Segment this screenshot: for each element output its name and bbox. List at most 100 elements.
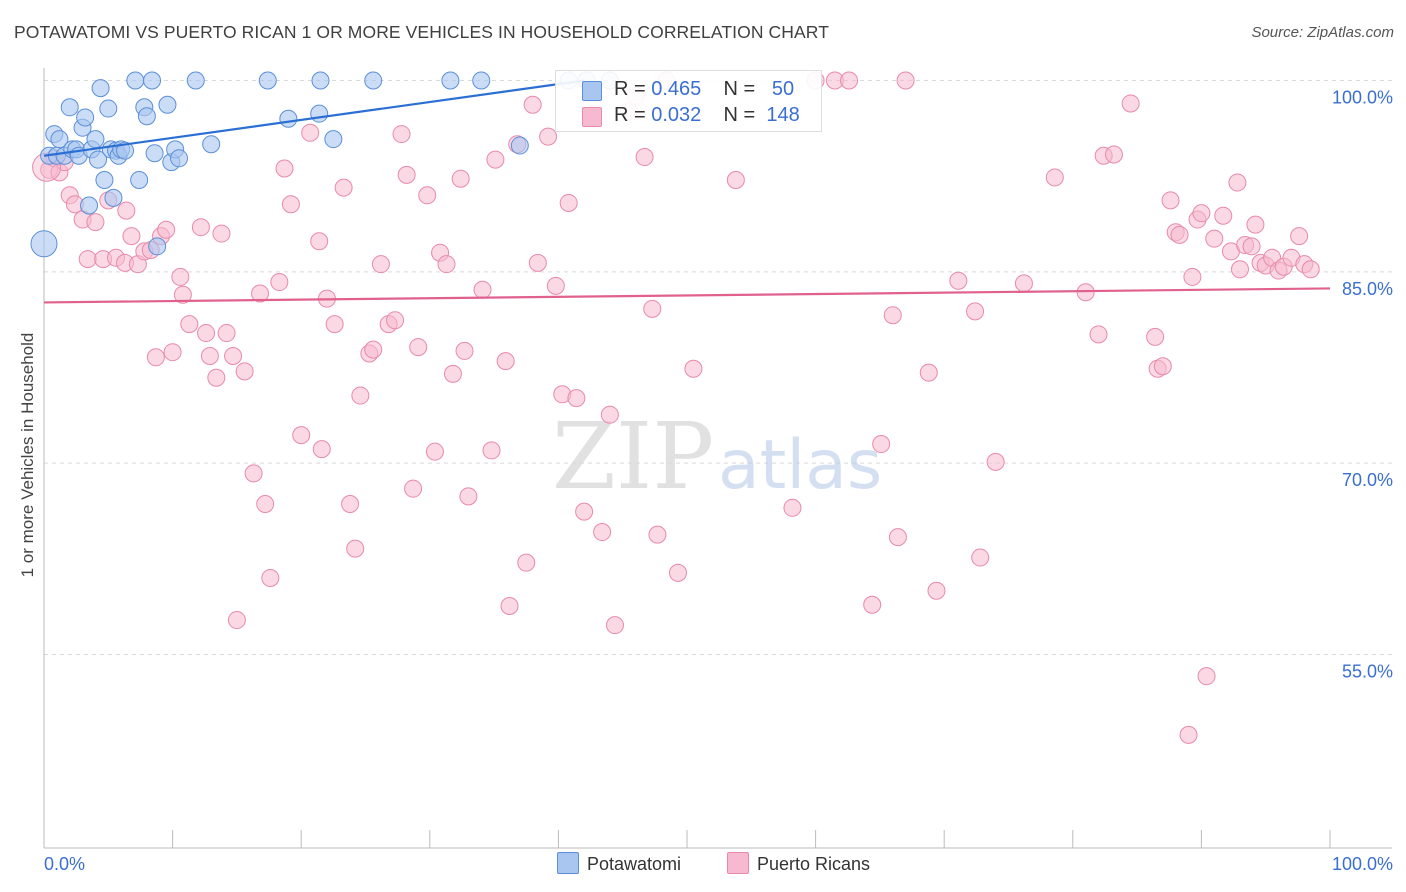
data-point-puerto-ricans: [180, 315, 199, 334]
data-point-puerto-ricans: [171, 267, 190, 286]
trend-line-puerto-ricans: [43, 287, 1331, 304]
y-tick-label: 70.0%: [1342, 470, 1393, 490]
data-point-puerto-ricans: [392, 125, 411, 144]
data-point-puerto-ricans: [986, 452, 1005, 471]
data-point-puerto-ricans: [1089, 325, 1108, 344]
data-point-potawatomi: [324, 130, 343, 149]
data-point-puerto-ricans: [546, 276, 565, 295]
data-point-puerto-ricans: [455, 341, 474, 360]
y-tick-label: 100.0%: [1332, 88, 1393, 108]
data-point-puerto-ricans: [1290, 227, 1309, 246]
data-point-puerto-ricans: [966, 302, 985, 321]
data-point-potawatomi: [95, 170, 114, 189]
y-tick-label: 85.0%: [1342, 279, 1393, 299]
data-point-potawatomi: [50, 130, 69, 149]
data-point-puerto-ricans: [117, 201, 136, 220]
legend-label-potawatomi: Potawatomi: [587, 854, 682, 874]
watermark-zip: ZIP: [552, 403, 714, 510]
data-point-puerto-ricans: [896, 71, 915, 90]
data-point-potawatomi: [76, 108, 95, 127]
data-point-puerto-ricans: [726, 170, 745, 189]
series-legend: Potawatomi Puerto Ricans: [0, 852, 1406, 878]
data-point-puerto-ricans: [496, 352, 515, 371]
data-point-potawatomi: [86, 130, 105, 149]
data-point-puerto-ricans: [605, 616, 624, 635]
legend-r-value: 0.032: [651, 104, 702, 126]
data-point-potawatomi: [310, 104, 329, 123]
data-point-puerto-ricans: [539, 127, 558, 146]
legend-r-label: R =: [614, 78, 652, 100]
data-point-potawatomi: [510, 136, 529, 155]
data-point-puerto-ricans: [425, 442, 444, 461]
data-point-puerto-ricans: [486, 150, 505, 169]
source-label: Source: ZipAtlas.com: [1251, 24, 1394, 41]
data-point-puerto-ricans: [600, 405, 619, 424]
data-point-puerto-ricans: [459, 487, 478, 506]
data-point-puerto-ricans: [404, 479, 423, 498]
axes: [43, 68, 1392, 849]
data-point-potawatomi: [145, 144, 164, 163]
data-point-potawatomi: [104, 188, 123, 207]
data-point-potawatomi: [89, 150, 108, 169]
data-point-puerto-ricans: [163, 343, 182, 362]
data-point-potawatomi: [279, 109, 298, 128]
trend-lines: [43, 79, 1331, 304]
legend-r-value: 0.465: [651, 78, 702, 100]
data-point-puerto-ricans: [292, 426, 311, 445]
data-point-puerto-ricans: [971, 548, 990, 567]
data-point-puerto-ricans: [146, 348, 165, 367]
y-tick-label: 55.0%: [1342, 662, 1393, 682]
data-point-puerto-ricans: [684, 359, 703, 378]
data-point-puerto-ricans: [517, 553, 536, 572]
data-point-puerto-ricans: [482, 441, 501, 460]
data-point-puerto-ricans: [235, 362, 254, 381]
x-tick-label: 0.0%: [44, 854, 85, 874]
chart-title: POTAWATOMI VS PUERTO RICAN 1 OR MORE VEH…: [14, 22, 829, 42]
data-point-puerto-ricans: [346, 539, 365, 558]
data-point-puerto-ricans: [191, 218, 210, 237]
data-point-puerto-ricans: [256, 494, 275, 513]
data-point-puerto-ricans: [270, 273, 289, 292]
data-point-puerto-ricans: [1192, 204, 1211, 223]
y-axis-label: 1 or more Vehicles in Household: [18, 332, 37, 578]
data-point-puerto-ricans: [312, 440, 331, 459]
data-point-puerto-ricans: [840, 71, 859, 90]
data-point-puerto-ricans: [1146, 327, 1165, 346]
data-point-potawatomi: [137, 107, 156, 126]
data-point-puerto-ricans: [275, 159, 294, 178]
data-point-potawatomi: [99, 99, 118, 118]
data-point-puerto-ricans: [1242, 237, 1261, 256]
data-point-puerto-ricans: [371, 255, 390, 274]
tick-labels: 55.0% 70.0% 85.0% 100.0% 0.0% 100.0%: [44, 88, 1393, 875]
data-point-puerto-ricans: [325, 315, 344, 334]
data-point-puerto-ricans: [888, 528, 907, 547]
data-point-puerto-ricans: [528, 253, 547, 272]
data-point-puerto-ricans: [783, 498, 802, 517]
data-point-potawatomi: [202, 135, 221, 154]
data-point-puerto-ricans: [200, 347, 219, 366]
data-point-puerto-ricans: [1121, 94, 1140, 113]
data-point-puerto-ricans: [883, 306, 902, 325]
data-point-puerto-ricans: [301, 123, 320, 142]
legend-text: R = 0.032 N = 148: [614, 104, 800, 127]
data-point-puerto-ricans: [648, 525, 667, 544]
legend-swatch-pink: [727, 852, 749, 874]
data-point-puerto-ricans: [559, 193, 578, 212]
data-point-potawatomi: [30, 230, 58, 258]
data-point-potawatomi: [186, 71, 205, 90]
data-point-puerto-ricans: [919, 363, 938, 382]
data-point-potawatomi: [170, 149, 189, 168]
data-point-puerto-ricans: [1197, 667, 1216, 686]
data-point-potawatomi: [311, 71, 330, 90]
stats-legend: R = 0.465 N = 50 R = 0.032 N = 148: [555, 70, 822, 132]
legend-n-label: N =: [723, 104, 761, 126]
data-point-puerto-ricans: [643, 299, 662, 318]
data-point-puerto-ricans: [173, 285, 192, 304]
data-point-puerto-ricans: [635, 148, 654, 167]
data-point-potawatomi: [472, 71, 491, 90]
data-point-puerto-ricans: [310, 232, 329, 251]
watermark-atlas: atlas: [718, 426, 882, 505]
data-point-potawatomi: [143, 71, 162, 90]
data-point-puerto-ricans: [1153, 357, 1172, 376]
